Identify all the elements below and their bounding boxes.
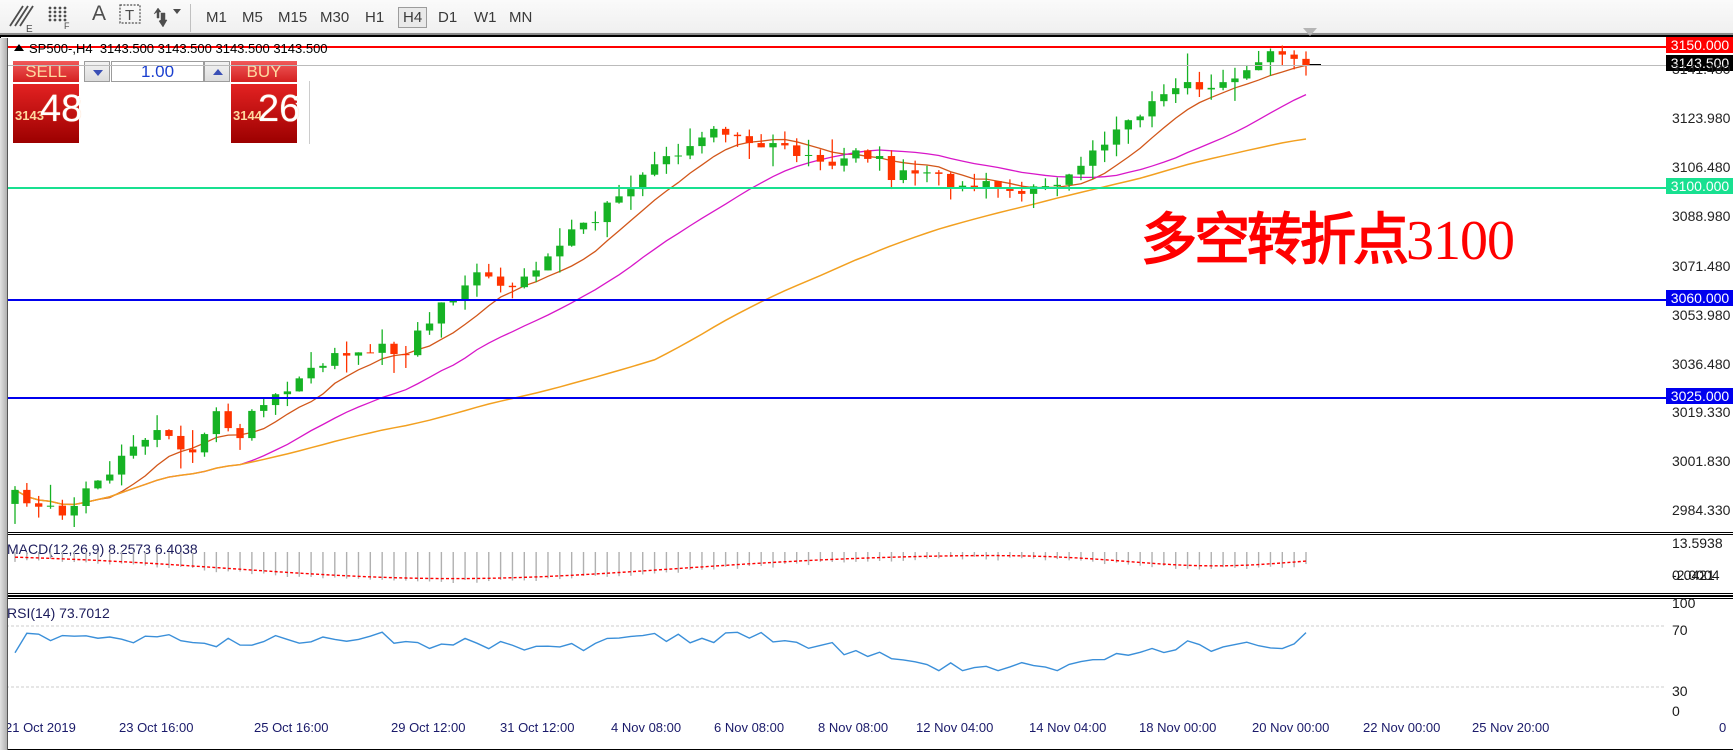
svg-text:E: E bbox=[26, 24, 33, 35]
svg-text:F: F bbox=[64, 21, 70, 31]
svg-text:T: T bbox=[125, 7, 134, 24]
